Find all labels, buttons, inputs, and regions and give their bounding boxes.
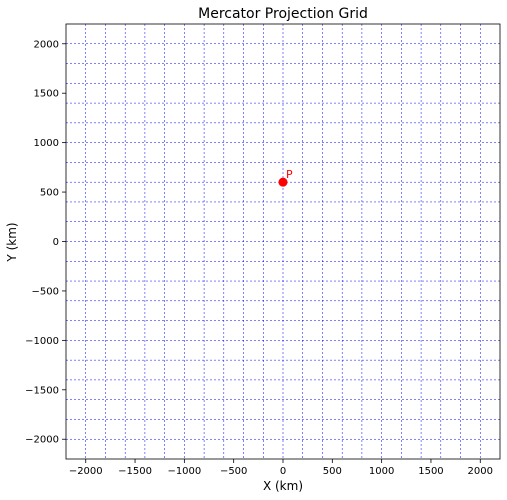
point-marker <box>278 177 288 187</box>
x-tick-label: −2000 <box>69 466 103 477</box>
x-tick-label: 1000 <box>369 466 394 477</box>
y-tick-label: 1500 <box>34 89 59 100</box>
y-tick-label: 1000 <box>34 138 59 149</box>
y-tick-label: 500 <box>40 188 59 199</box>
y-axis-label: Y (km) <box>5 222 19 262</box>
chart-title: Mercator Projection Grid <box>198 6 368 22</box>
x-tick-label: 2000 <box>468 466 493 477</box>
y-tick-label: 0 <box>53 237 59 248</box>
x-axis-label: X (km) <box>263 479 303 493</box>
grid-lines <box>66 24 500 459</box>
x-tick-label: 0 <box>280 466 286 477</box>
x-tick-label: 1500 <box>418 466 443 477</box>
y-tick-label: −1000 <box>25 336 59 347</box>
y-tick-label: 2000 <box>34 39 59 50</box>
point-label: P <box>286 168 293 181</box>
y-axis-ticks: −2000 −1500 −1000 −500 0 500 1000 1500 2000 <box>25 39 66 446</box>
x-tick-label: −500 <box>220 466 247 477</box>
x-tick-label: −1500 <box>118 466 152 477</box>
y-tick-label: −2000 <box>25 435 59 446</box>
y-tick-label: −1500 <box>25 385 59 396</box>
x-tick-label: −1000 <box>167 466 201 477</box>
data-points: P <box>278 168 293 187</box>
x-axis-ticks: −2000 −1500 −1000 −500 0 500 1000 1500 2000 <box>69 459 493 477</box>
x-tick-label: 500 <box>323 466 342 477</box>
y-tick-label: −500 <box>32 286 59 297</box>
